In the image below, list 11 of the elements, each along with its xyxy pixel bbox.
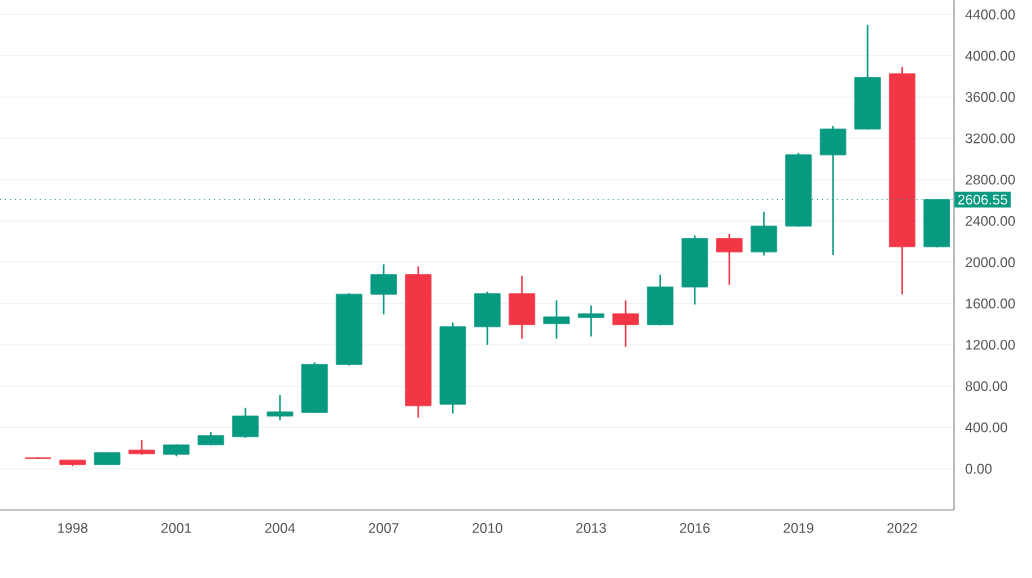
candlestick <box>750 210 778 257</box>
candlestick <box>370 263 397 316</box>
candlestick <box>577 304 605 338</box>
candlestick <box>266 394 294 421</box>
candlestick <box>612 299 639 348</box>
candlestick <box>232 406 259 439</box>
candlestick <box>543 299 570 340</box>
candlestick <box>508 274 536 340</box>
candlestick <box>716 233 743 286</box>
candlestick <box>647 273 674 326</box>
candlestick <box>474 290 501 346</box>
